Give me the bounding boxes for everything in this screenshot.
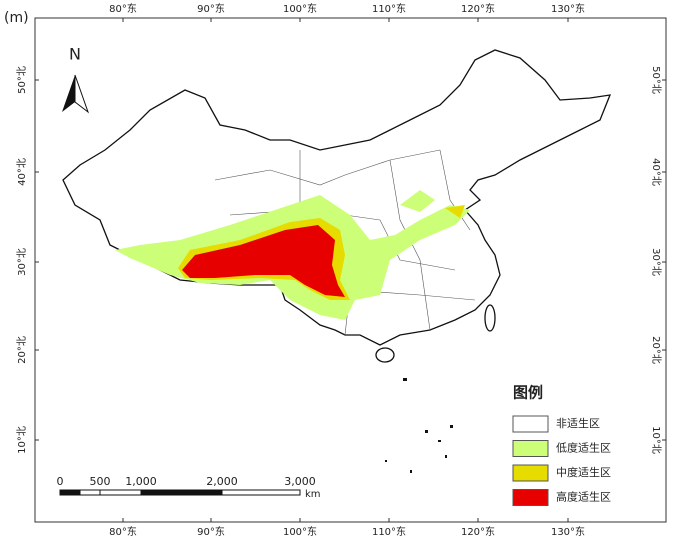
latitude-label: 50°北: [650, 66, 662, 94]
longitude-label: 130°东: [551, 525, 585, 538]
latitude-label: 20°北: [16, 336, 28, 364]
scale-label: 0: [57, 475, 64, 488]
longitude-label: 90°东: [197, 525, 225, 538]
legend-title: 图例: [513, 384, 543, 402]
legend-label: 低度适生区: [556, 441, 611, 455]
longitude-label: 120°东: [461, 2, 495, 15]
latitude-label: 10°北: [650, 426, 662, 454]
high-suitability: [182, 225, 345, 297]
scale-unit: km: [305, 489, 321, 500]
longitude-label: 90°东: [197, 2, 225, 15]
north-arrow: N: [62, 45, 90, 114]
longitude-label: 80°东: [109, 2, 137, 15]
longitude-label: 100°东: [283, 525, 317, 538]
longitude-label: 110°东: [372, 525, 406, 538]
legend-swatch: [512, 489, 549, 506]
legend-swatch: [512, 415, 549, 433]
scale-segment: [60, 490, 80, 495]
longitude-label: 80°东: [109, 525, 137, 538]
scale-segment: [79, 489, 101, 496]
longitude-label: 120°东: [461, 525, 495, 538]
longitude-label: 110°东: [372, 2, 406, 15]
scale-segment: [140, 489, 223, 496]
longitude-label: 100°东: [283, 2, 317, 15]
scale-label: 1,000: [125, 475, 157, 488]
latitude-label: 50°北: [16, 66, 28, 94]
legend-swatch: [512, 464, 549, 482]
scale-label: 2,000: [206, 475, 238, 488]
latitude-label: 40°北: [16, 158, 28, 186]
latitude-label: 30°北: [650, 248, 662, 276]
suitability-areas: [115, 190, 470, 320]
hainan: [375, 347, 395, 363]
latitude-label: 40°北: [650, 158, 662, 186]
north-label: N: [69, 45, 81, 64]
legend-label: 高度适生区: [556, 490, 611, 504]
latitude-label: 20°北: [650, 336, 662, 364]
scale-segment: [221, 489, 301, 496]
south-sea-islands: [385, 378, 453, 473]
legend-label: 中度适生区: [556, 465, 611, 479]
panel-label: (m): [4, 10, 29, 26]
legend-label: 非适生区: [556, 416, 600, 430]
scale-label: 3,000: [284, 475, 316, 488]
longitude-label: 130°东: [551, 2, 585, 15]
scale-label: 500: [90, 475, 111, 488]
scale-segment: [99, 489, 142, 496]
annotations: 80°东 80°东 90°东 90°东 100°东 100°东 110°东 110°东 120°…: [16, 2, 666, 538]
legend-swatch: [512, 440, 549, 457]
latitude-label: 10°北: [16, 426, 28, 454]
taiwan: [484, 304, 496, 332]
latitude-label: 30°北: [16, 248, 28, 276]
